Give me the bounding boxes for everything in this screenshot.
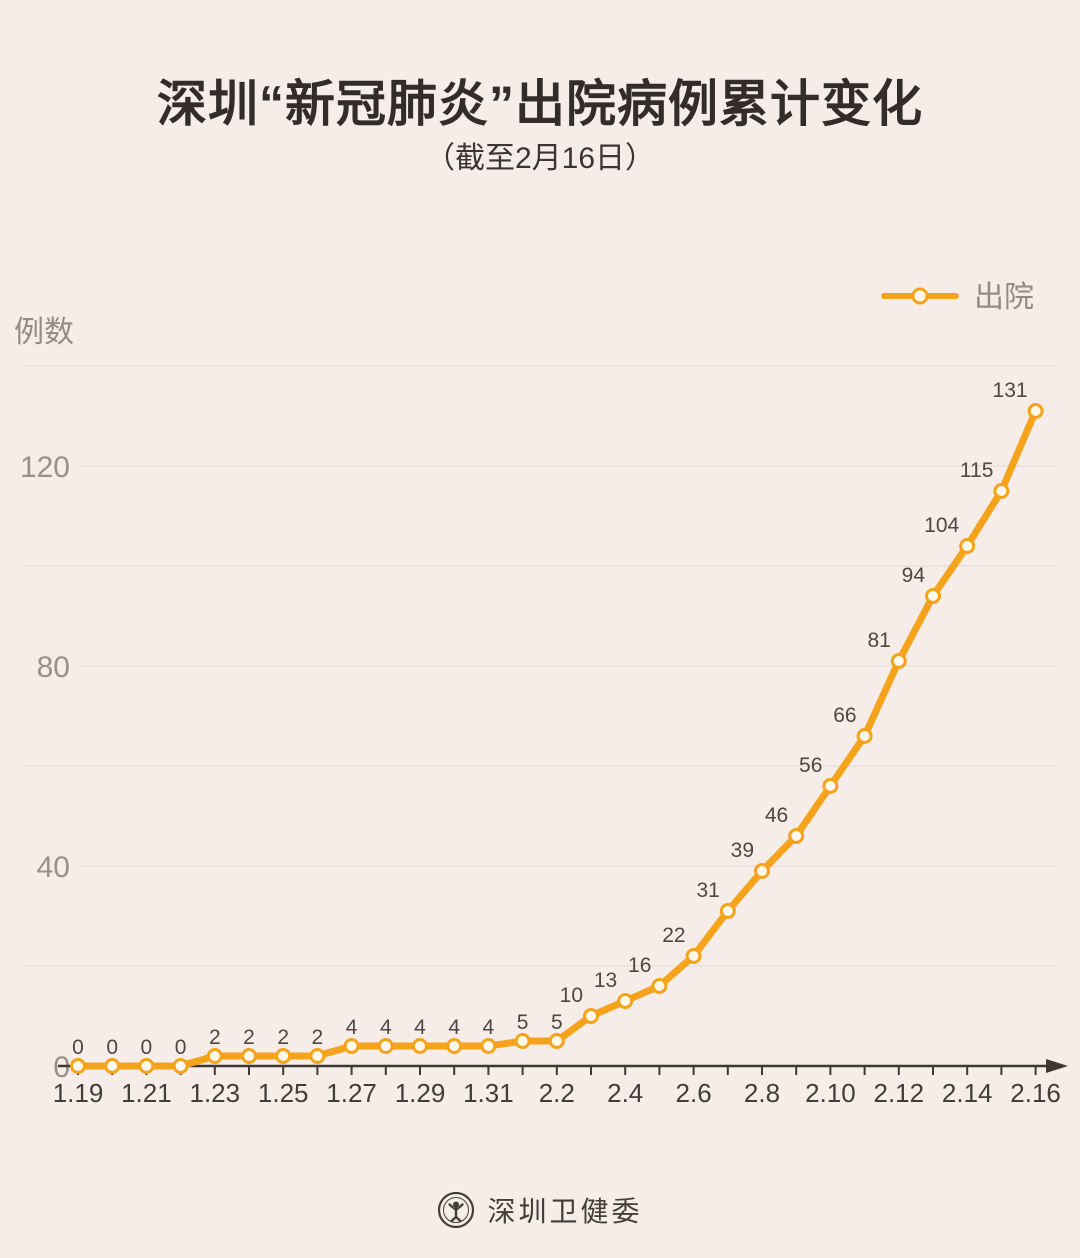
data-point bbox=[890, 653, 907, 669]
footer: 深圳卫健委 bbox=[0, 1190, 1080, 1230]
y-axis-title: 例数 bbox=[14, 316, 74, 349]
data-point-label: 46 bbox=[765, 804, 788, 827]
x-tick-label: 2.14 bbox=[942, 1078, 993, 1108]
data-point bbox=[172, 1058, 189, 1074]
data-point bbox=[206, 1048, 223, 1064]
data-point bbox=[275, 1048, 292, 1064]
data-point-label: 10 bbox=[560, 984, 583, 1007]
data-point bbox=[70, 1058, 86, 1074]
x-tick-label: 1.31 bbox=[463, 1078, 514, 1108]
data-point bbox=[343, 1038, 360, 1054]
data-point-label: 0 bbox=[106, 1036, 118, 1059]
y-tick-label: 0 bbox=[53, 1051, 70, 1084]
legend-marker-icon bbox=[911, 287, 929, 305]
data-point bbox=[583, 1008, 599, 1024]
data-point-label: 5 bbox=[517, 1011, 529, 1034]
data-point bbox=[514, 1033, 531, 1049]
data-point-label: 4 bbox=[414, 1016, 426, 1039]
data-point-label: 2 bbox=[312, 1026, 324, 1049]
y-tick-label: 120 bbox=[20, 451, 70, 484]
x-tick-label: 2.12 bbox=[873, 1078, 924, 1108]
data-point bbox=[138, 1058, 155, 1074]
data-point-label: 4 bbox=[483, 1016, 495, 1039]
data-point-label: 0 bbox=[141, 1036, 153, 1059]
x-tick-label: 2.10 bbox=[805, 1078, 856, 1108]
data-point bbox=[412, 1038, 428, 1054]
data-point-label: 115 bbox=[960, 459, 993, 482]
y-tick-label: 40 bbox=[37, 851, 70, 884]
x-tick-label: 2.6 bbox=[676, 1078, 712, 1108]
x-tick-label: 1.29 bbox=[395, 1078, 446, 1108]
data-point-label: 104 bbox=[924, 514, 959, 537]
chart-subtitle: （截至2月16日） bbox=[424, 142, 656, 175]
data-point bbox=[925, 588, 941, 604]
data-point-label: 22 bbox=[662, 924, 685, 947]
data-point-label: 4 bbox=[448, 1016, 460, 1039]
data-point-label: 131 bbox=[993, 379, 1028, 402]
x-tick-label: 1.21 bbox=[121, 1078, 172, 1108]
data-point-label: 0 bbox=[72, 1036, 84, 1059]
data-point-label: 13 bbox=[594, 969, 617, 992]
data-point-label: 2 bbox=[243, 1026, 255, 1049]
data-point bbox=[822, 778, 839, 794]
data-point-label: 31 bbox=[696, 879, 719, 902]
data-point-label: 81 bbox=[867, 629, 890, 652]
data-point-label: 4 bbox=[380, 1016, 392, 1039]
x-tick-label: 2.8 bbox=[744, 1078, 780, 1108]
x-axis-arrow-icon bbox=[1046, 1059, 1068, 1073]
data-point-label: 2 bbox=[277, 1026, 289, 1049]
data-point-label: 56 bbox=[799, 754, 822, 777]
data-point-label: 39 bbox=[731, 839, 754, 862]
data-point-label: 94 bbox=[902, 564, 926, 587]
legend-label: 出院 bbox=[974, 281, 1034, 314]
data-point-label: 2 bbox=[209, 1026, 221, 1049]
data-point-label: 4 bbox=[346, 1016, 358, 1039]
data-point bbox=[993, 483, 1010, 499]
data-point bbox=[377, 1038, 394, 1054]
data-point bbox=[480, 1038, 497, 1054]
legend: 出院 bbox=[881, 281, 1034, 314]
data-point bbox=[719, 903, 736, 919]
data-point bbox=[685, 948, 702, 964]
data-point bbox=[788, 828, 805, 844]
data-point bbox=[241, 1048, 257, 1064]
data-point bbox=[446, 1038, 463, 1054]
x-tick-label: 1.25 bbox=[258, 1078, 309, 1108]
series-line bbox=[74, 407, 1040, 1070]
x-tick-label: 1.27 bbox=[326, 1078, 377, 1108]
x-tick-label: 1.19 bbox=[53, 1078, 104, 1108]
data-point bbox=[959, 538, 976, 554]
data-point-label: 5 bbox=[551, 1011, 563, 1034]
data-point-label: 0 bbox=[175, 1036, 187, 1059]
chart-title: 深圳“新冠肺炎”出院病例累计变化 bbox=[157, 76, 923, 132]
data-point bbox=[1027, 403, 1044, 419]
footer-org-name: 深圳卫健委 bbox=[487, 1196, 643, 1227]
health-commission-logo-icon bbox=[438, 1191, 475, 1229]
y-tick-label: 80 bbox=[37, 651, 70, 684]
data-point bbox=[548, 1033, 565, 1049]
data-point-label: 66 bbox=[833, 704, 856, 727]
x-tick-label: 1.23 bbox=[189, 1078, 240, 1108]
x-tick-label: 2.4 bbox=[607, 1078, 643, 1108]
data-point bbox=[617, 993, 634, 1009]
x-tick-label: 2.2 bbox=[539, 1078, 575, 1108]
data-point-label: 16 bbox=[628, 954, 651, 977]
data-point bbox=[856, 728, 873, 744]
x-tick-label: 2.16 bbox=[1010, 1078, 1061, 1108]
data-point bbox=[651, 978, 668, 994]
data-point bbox=[104, 1058, 121, 1074]
data-point bbox=[309, 1048, 326, 1064]
data-point bbox=[754, 863, 770, 879]
